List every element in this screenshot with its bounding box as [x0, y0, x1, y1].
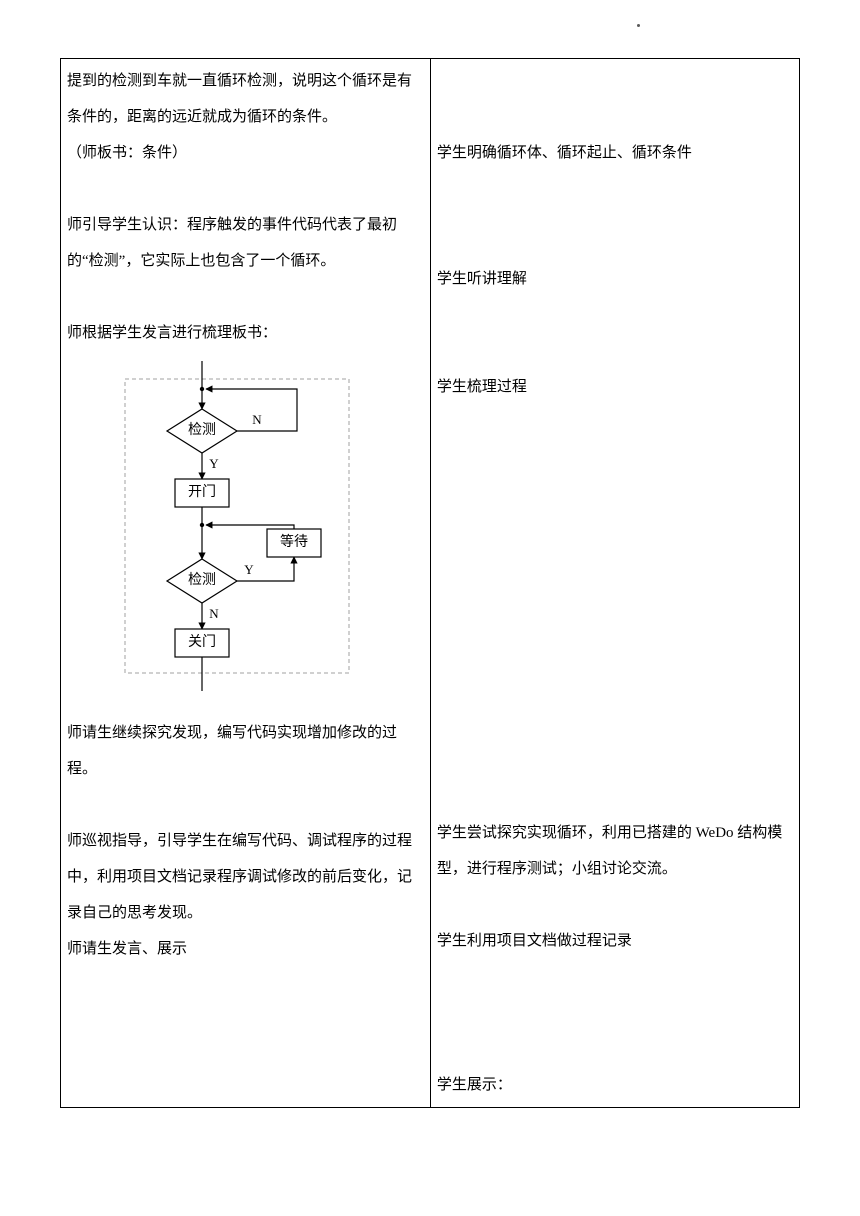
teacher-para-7: 师请生发言、展示: [67, 931, 420, 967]
teacher-column: 提到的检测到车就一直循环检测，说明这个循环是有条件的，距离的远近就成为循环的条件…: [61, 59, 431, 1108]
teacher-para-5: 师请生继续探究发现，编写代码实现增加修改的过程。: [67, 715, 420, 787]
flow-label-close: 关门: [188, 634, 216, 650]
page-marker-dot: [637, 24, 640, 27]
student-para-3: 学生梳理过程: [437, 369, 789, 405]
teacher-para-4: 师根据学生发言进行梳理板书：: [67, 315, 420, 351]
flow-label-wait: 等待: [280, 533, 308, 550]
lesson-plan-table: 提到的检测到车就一直循环检测，说明这个循环是有条件的，距离的远近就成为循环的条件…: [60, 58, 800, 1108]
student-para-6: 学生展示：: [437, 1067, 789, 1103]
flow-edge-n-1: N: [252, 412, 262, 427]
student-para-1: 学生明确循环体、循环起止、循环条件: [437, 135, 789, 171]
student-column: 学生明确循环体、循环起止、循环条件 学生听讲理解 学生梳理过程 学生尝试探究实现…: [430, 59, 799, 1108]
flow-label-open: 开门: [188, 484, 216, 500]
flowchart-diagram: 检测 N Y 开门 等待 检测: [107, 361, 367, 691]
flow-edge-y-2: Y: [244, 562, 254, 577]
flow-label-detect-1: 检测: [188, 422, 216, 438]
student-para-4: 学生尝试探究实现循环，利用已搭建的 WeDo 结构模型，进行程序测试；小组讨论交…: [437, 815, 789, 887]
student-para-5: 学生利用项目文档做过程记录: [437, 923, 789, 959]
teacher-para-6: 师巡视指导，引导学生在编写代码、调试程序的过程中，利用项目文档记录程序调试修改的…: [67, 823, 420, 931]
flow-edge-y-1: Y: [209, 456, 219, 471]
flow-edge-n-2: N: [209, 606, 219, 621]
teacher-para-3: 师引导学生认识：程序触发的事件代码代表了最初的“检测”，它实际上也包含了一个循环…: [67, 207, 420, 279]
teacher-para-1: 提到的检测到车就一直循环检测，说明这个循环是有条件的，距离的远近就成为循环的条件…: [67, 63, 420, 135]
student-para-2: 学生听讲理解: [437, 261, 789, 297]
flowchart-container: [125, 379, 349, 673]
flow-label-detect-2: 检测: [188, 572, 216, 588]
teacher-para-2: （师板书：条件）: [67, 135, 420, 171]
